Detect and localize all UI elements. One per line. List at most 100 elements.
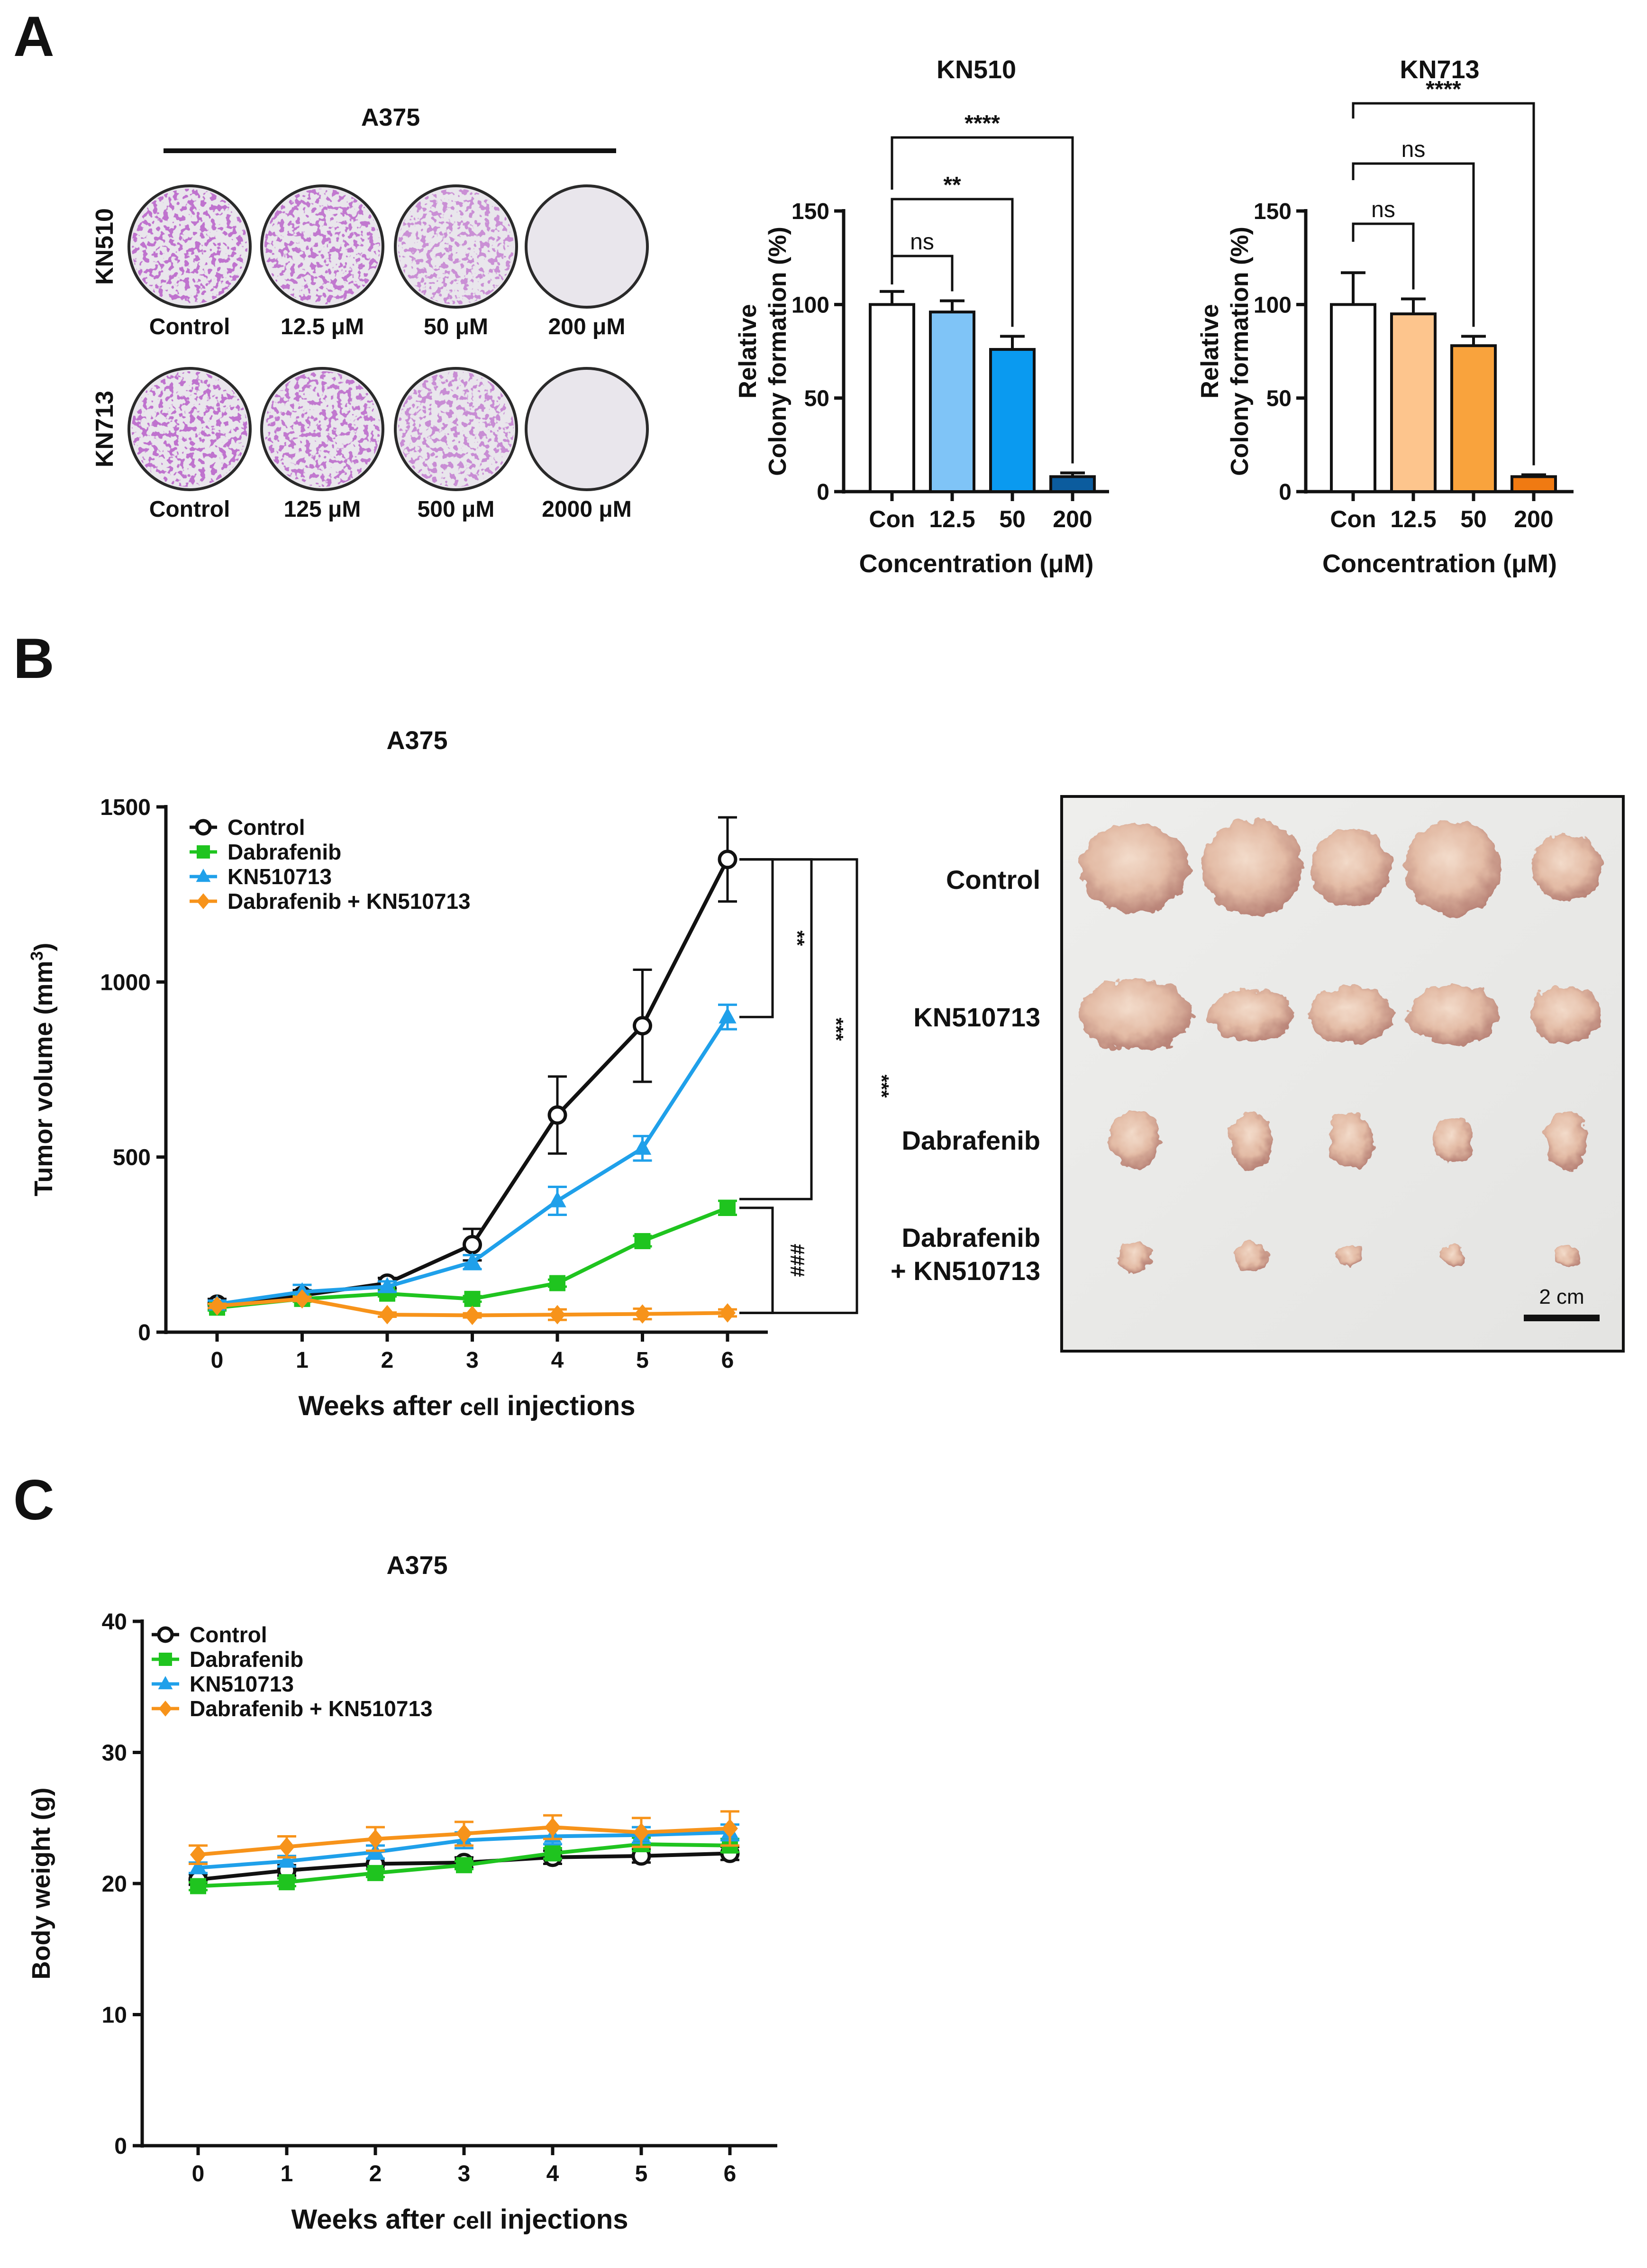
x-tick-label: 1 [281, 2161, 293, 2186]
dish-grid [127, 184, 649, 491]
y-tick-label: 30 [102, 1741, 127, 1766]
legend-label: Control [190, 1622, 267, 1647]
x-tick-label: 0 [192, 2161, 205, 2186]
culture-dish [525, 367, 649, 491]
significance-label: ** [786, 931, 809, 946]
y-tick-label: 50 [804, 386, 829, 412]
data-point [463, 1252, 482, 1269]
y-tick-label: 10 [102, 2003, 127, 2028]
panel-label-c: C [13, 1468, 55, 1532]
legend-label: Dabrafenib + KN510713 [190, 1696, 433, 1721]
legend-marker [195, 819, 212, 836]
x-tick-label: 3 [458, 2161, 471, 2186]
tumor-specimen [1109, 1112, 1161, 1169]
tumor-row-label-combo-1: Dabrafenib [902, 1223, 1041, 1253]
data-point [379, 1305, 395, 1325]
data-point [547, 1105, 567, 1125]
x-tick-label: 50 [999, 506, 1026, 532]
dish-label: 125 μM [284, 497, 361, 522]
y-tick-label: 150 [792, 199, 829, 224]
significance-label: **** [965, 111, 1000, 136]
data-point [367, 1829, 383, 1849]
significance-bracket [891, 136, 1074, 464]
tumor-specimen [1078, 979, 1192, 1050]
tumor-specimen [1405, 820, 1500, 915]
tumor-specimen [1553, 1245, 1580, 1267]
dish-panel-title: A375 [361, 104, 420, 131]
y-axis-label-line-1: Relative [1196, 304, 1224, 398]
x-tick-label: 4 [551, 1348, 564, 1373]
data-point [548, 1191, 566, 1207]
data-point [633, 1138, 652, 1155]
bar [869, 303, 915, 493]
dish-label: 50 μM [424, 314, 488, 339]
chart-title: KN510 [937, 55, 1016, 84]
y-axis-label-line-1: Relative [734, 304, 762, 398]
dish-label: 200 μM [548, 314, 626, 339]
data-point [549, 1305, 565, 1325]
kn510-bar-chart: KN510 0 50 100 150 Relative Colony formation (… [734, 55, 1109, 578]
data-point [209, 1296, 225, 1316]
dish-row-label-kn510: KN510 [91, 208, 118, 285]
tumor-specimen [1119, 1240, 1152, 1273]
y-tick-label: 1500 [100, 795, 151, 820]
x-tick-label: 1 [296, 1348, 309, 1373]
y-tick-label: 20 [102, 1872, 127, 1897]
x-tick-label: Con [869, 506, 915, 532]
data-point [378, 1277, 396, 1293]
legend-marker [197, 893, 210, 909]
dish-label: Control [149, 314, 230, 339]
legend-label: Dabrafenib + KN510713 [227, 889, 471, 914]
x-tick-label: Con [1330, 506, 1376, 532]
data-point [719, 1007, 737, 1024]
x-axis-label: Concentration (μM) [1322, 549, 1557, 578]
tumor-row-label-control: Control [946, 865, 1040, 895]
dish-label: 12.5 μM [281, 314, 364, 339]
tumor-specimen [1308, 986, 1393, 1043]
y-tick-label: 500 [113, 1145, 151, 1171]
x-tick-label: 5 [635, 2161, 648, 2186]
bar [1450, 344, 1497, 493]
tumor-specimen [1338, 1245, 1364, 1267]
x-tick-label: 3 [466, 1348, 479, 1373]
significance-label: *** [871, 1075, 893, 1098]
bar [1511, 475, 1557, 494]
data-point [545, 1817, 561, 1837]
colony-stain [132, 189, 247, 304]
colony-stain [398, 189, 514, 304]
x-tick-label: 0 [211, 1348, 224, 1373]
dish-labels-row-2: Control 125 μM 500 μM 2000 μM [149, 497, 632, 522]
legend-marker [196, 869, 211, 882]
data-point [464, 1306, 481, 1325]
x-axis-label: Weeks after cell injections [299, 1390, 636, 1421]
x-axis-label: Weeks after cell injections [291, 2204, 628, 2235]
data-point [545, 1845, 561, 1862]
dish-row-label-kn713: KN713 [91, 391, 118, 467]
x-tick-label: 2 [381, 1348, 394, 1373]
y-tick-label: 50 [1266, 386, 1292, 412]
y-tick-label: 0 [138, 1320, 151, 1345]
legend-label: KN510713 [190, 1672, 294, 1696]
tumor-specimen [1545, 1112, 1588, 1169]
x-tick-label: 6 [721, 1348, 734, 1373]
data-point [294, 1289, 310, 1309]
data-point [633, 1822, 649, 1842]
y-axis-label: Body weight (g) [27, 1788, 55, 1980]
data-point [719, 1303, 736, 1323]
body-weight-chart: A375 0 10 20 30 40 0 1 2 3 4 5 6 Body weight (g) Weeks… [27, 1551, 777, 2235]
legend-marker [159, 1653, 172, 1666]
data-point [367, 1865, 383, 1881]
colony-dish-panel: A375 KN510 KN713 Control 12.5 μM 50 μM 2… [91, 104, 649, 522]
y-tick-label: 0 [817, 480, 829, 505]
tumor-specimen [1081, 823, 1190, 913]
x-tick-label: 200 [1053, 506, 1092, 532]
legend-marker [159, 1701, 172, 1717]
tumor-row-label-kn510713: KN510713 [913, 1002, 1040, 1032]
tumor-specimen [1236, 1241, 1267, 1272]
y-axis-label: Tumor volume (mm3) [27, 942, 58, 1196]
significance-label: *** [825, 1018, 847, 1042]
y-tick-label: 0 [114, 2134, 127, 2159]
dish-label: 2000 μM [542, 497, 631, 522]
significance-bracket [891, 198, 1014, 327]
y-tick-label: 0 [1279, 480, 1292, 505]
